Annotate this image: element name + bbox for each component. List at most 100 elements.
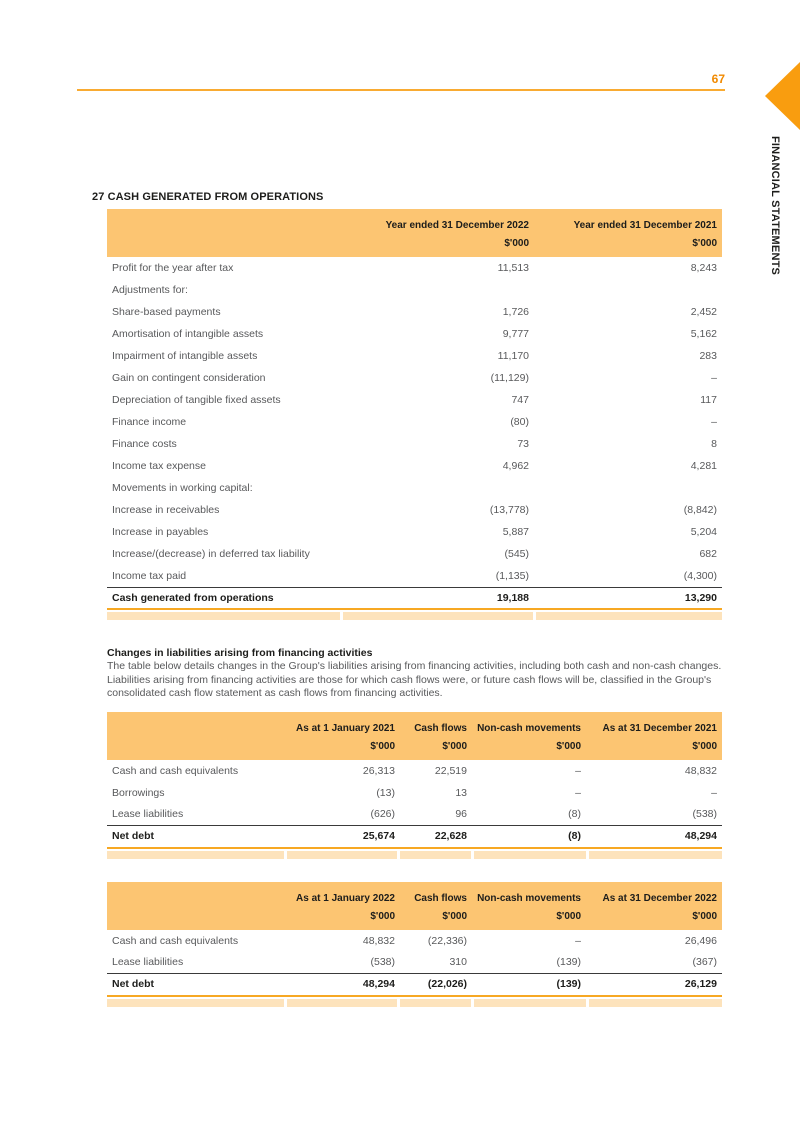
cell-value: (11,129) — [490, 372, 529, 384]
table-total-row: Cash generated from operations 19,188 13,2… — [107, 586, 722, 610]
cell-value: 48,294 — [288, 973, 400, 997]
cell-value: 48,294 — [586, 825, 722, 849]
cell-value: 283 — [699, 350, 717, 362]
cell-value: (13) — [376, 786, 395, 799]
cell-value: (8) — [472, 825, 586, 849]
table-row: Adjustments for: — [107, 279, 722, 301]
cash-generated-table: Year ended 31 December 2022 Year ended 31… — [107, 209, 722, 620]
cell-value: 73 — [517, 438, 529, 450]
net-debt-2021-table: As at 1 January 2021 Cash flows Non-cash m… — [107, 711, 722, 859]
row-label: Depreciation of tangible fixed assets — [112, 394, 281, 406]
row-label: Income tax expense — [112, 460, 206, 472]
spacer — [92, 701, 732, 712]
cell-value: 8,243 — [690, 262, 717, 274]
cell-value: (8,842) — [683, 504, 717, 516]
table-row: Lease liabilities (626) 96 (8) (538) — [107, 804, 722, 826]
cell-value: (4,300) — [683, 569, 717, 582]
cell-value: 13,290 — [534, 586, 722, 610]
cell-value: 2,452 — [690, 306, 717, 318]
header-spacer-cell — [107, 711, 288, 734]
row-label: Share-based payments — [112, 306, 221, 318]
table-header-row: Year ended 31 December 2022 Year ended 31… — [107, 209, 722, 231]
row-label: Cash and cash equivalents — [112, 764, 239, 777]
financial-table: Year ended 31 December 2022 Year ended 31… — [107, 209, 722, 610]
column-header: Cash flows — [400, 711, 472, 734]
row-label: Lease liabilities — [112, 808, 184, 821]
column-header: $'000 — [400, 903, 472, 930]
financial-table: As at 1 January 2022 Cash flows Non-cash m… — [107, 881, 722, 997]
cell-value: 9,777 — [502, 328, 529, 340]
cell-value: 1,726 — [502, 306, 529, 318]
row-label: Net debt — [107, 973, 288, 997]
cell-value: 8 — [711, 438, 717, 450]
table-row: Depreciation of tangible fixed assets 747… — [107, 389, 722, 411]
financial-table: As at 1 January 2021 Cash flows Non-cash m… — [107, 711, 722, 849]
page-number: 67 — [711, 72, 725, 86]
cell-value: 19,188 — [342, 586, 534, 610]
table-row: Increase in receivables (13,778) (8,842) — [107, 499, 722, 521]
column-header: $'000 — [586, 903, 722, 930]
cell-value: (22,026) — [400, 973, 472, 997]
table-row: Profit for the year after tax 11,513 8,243 — [107, 257, 722, 279]
table-row: Amortisation of intangible assets 9,777 5,… — [107, 323, 722, 345]
table-header-row: $'000 $'000 $'000 $'000 — [107, 733, 722, 760]
column-header: $'000 — [288, 733, 400, 760]
band-segment — [287, 998, 398, 1007]
row-label: Adjustments for: — [112, 284, 188, 296]
cell-value: 13 — [455, 786, 467, 799]
row-label: Finance costs — [112, 438, 177, 450]
header-spacer-cell — [107, 903, 288, 930]
band-segment — [473, 998, 586, 1007]
column-header: Cash flows — [400, 881, 472, 904]
cell-value: 96 — [455, 808, 467, 821]
band-segment — [342, 612, 533, 620]
row-label: Increase in payables — [112, 526, 209, 538]
cell-value: (626) — [370, 808, 395, 821]
table-footer-band — [107, 998, 722, 1007]
cell-value: (1,135) — [495, 569, 529, 582]
cell-value: 117 — [700, 394, 717, 406]
page-content: 27 CASH GENERATED FROM OPERATIONS Year e… — [92, 191, 732, 1007]
table-row: Gain on contingent consideration (11,129)… — [107, 367, 722, 389]
table-row: Finance income (80) – — [107, 411, 722, 433]
band-segment — [400, 850, 471, 859]
table-header-row: As at 1 January 2021 Cash flows Non-cash m… — [107, 711, 722, 734]
band-segment — [588, 850, 722, 859]
cell-value: 747 — [511, 394, 529, 406]
column-header: $'000 — [288, 903, 400, 930]
side-tab-label: FINANCIAL STATEMENTS — [769, 136, 781, 276]
cell-value — [534, 477, 722, 499]
cell-value: (139) — [556, 956, 581, 969]
cell-value: 5,887 — [502, 526, 529, 538]
row-label: Amortisation of intangible assets — [112, 328, 264, 340]
band-segment — [107, 612, 340, 620]
band-segment — [400, 998, 471, 1007]
table-header-row: $'000 $'000 — [107, 231, 722, 257]
cell-value: – — [711, 416, 717, 428]
column-header: As at 31 December 2021 — [586, 711, 722, 734]
cell-value: – — [575, 786, 581, 799]
cell-value: 4,962 — [502, 460, 529, 472]
cell-value — [342, 279, 534, 301]
row-label: Net debt — [107, 825, 288, 849]
cell-value: (80) — [510, 416, 529, 428]
column-header: $'000 — [586, 733, 722, 760]
cell-value: 5,162 — [690, 328, 717, 340]
table-row: Increase/(decrease) in deferred tax liab… — [107, 543, 722, 565]
net-debt-2022-table: As at 1 January 2022 Cash flows Non-cash m… — [107, 881, 722, 1007]
cell-value: (538) — [370, 956, 395, 969]
section-heading-financing-liabilities: Changes in liabilities arising from fina… — [107, 647, 373, 659]
header-spacer-cell — [107, 733, 288, 760]
cell-value: (545) — [504, 548, 529, 560]
cell-value: 25,674 — [288, 825, 400, 849]
cell-value: (538) — [692, 808, 717, 821]
table-row: Movements in working capital: — [107, 477, 722, 499]
header-rule — [77, 89, 725, 91]
cell-value: 48,832 — [684, 764, 717, 777]
band-segment — [287, 850, 398, 859]
cell-value: 22,628 — [400, 825, 472, 849]
cell-value: 11,513 — [497, 262, 529, 274]
column-header: As at 1 January 2021 — [288, 711, 400, 734]
row-label: Movements in working capital: — [112, 482, 253, 494]
